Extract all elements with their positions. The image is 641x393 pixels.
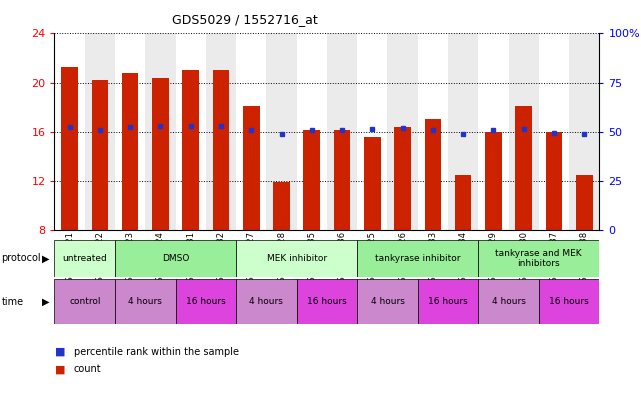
Text: tankyrase inhibitor: tankyrase inhibitor xyxy=(375,254,460,263)
Bar xyxy=(115,240,236,277)
Text: ▶: ▶ xyxy=(42,297,50,307)
Bar xyxy=(54,240,115,277)
Text: ■: ■ xyxy=(54,347,65,357)
Text: count: count xyxy=(74,364,101,375)
Bar xyxy=(115,33,146,230)
Bar xyxy=(303,130,320,230)
Text: 16 hours: 16 hours xyxy=(549,297,589,306)
Text: 4 hours: 4 hours xyxy=(370,297,404,306)
Bar xyxy=(387,33,418,230)
Bar xyxy=(357,279,418,324)
Bar xyxy=(576,174,592,230)
Bar xyxy=(183,70,199,230)
Bar xyxy=(236,240,357,277)
Bar xyxy=(478,33,508,230)
Bar xyxy=(115,279,176,324)
Text: 4 hours: 4 hours xyxy=(492,297,526,306)
Bar xyxy=(54,279,115,324)
Text: percentile rank within the sample: percentile rank within the sample xyxy=(74,347,238,357)
Text: protocol: protocol xyxy=(1,253,41,263)
Bar xyxy=(478,240,599,277)
Text: 16 hours: 16 hours xyxy=(186,297,226,306)
Bar xyxy=(357,33,387,230)
Text: DMSO: DMSO xyxy=(162,254,189,263)
Bar xyxy=(122,73,138,230)
Text: 16 hours: 16 hours xyxy=(307,297,347,306)
Bar xyxy=(418,279,478,324)
Bar xyxy=(236,33,267,230)
Bar xyxy=(213,70,229,230)
Bar xyxy=(62,66,78,230)
Bar xyxy=(569,33,599,230)
Text: 4 hours: 4 hours xyxy=(249,297,283,306)
Bar xyxy=(357,240,478,277)
Bar xyxy=(297,279,357,324)
Text: ■: ■ xyxy=(54,364,65,375)
Bar xyxy=(54,33,85,230)
Bar xyxy=(334,130,351,230)
Text: time: time xyxy=(1,297,24,307)
Text: 4 hours: 4 hours xyxy=(128,297,162,306)
Bar xyxy=(92,80,108,230)
Bar xyxy=(539,279,599,324)
Text: GDS5029 / 1552716_at: GDS5029 / 1552716_at xyxy=(172,13,318,26)
Bar xyxy=(236,279,297,324)
Text: 16 hours: 16 hours xyxy=(428,297,468,306)
Bar xyxy=(364,136,381,230)
Bar xyxy=(152,77,169,230)
Bar xyxy=(297,33,327,230)
Bar xyxy=(176,279,236,324)
Bar xyxy=(545,132,562,230)
Bar xyxy=(418,33,448,230)
Bar xyxy=(327,33,357,230)
Bar xyxy=(455,174,471,230)
Bar xyxy=(539,33,569,230)
Bar xyxy=(267,33,297,230)
Bar xyxy=(394,127,411,230)
Bar xyxy=(478,279,539,324)
Bar xyxy=(206,33,236,230)
Text: control: control xyxy=(69,297,101,306)
Bar xyxy=(85,33,115,230)
Bar xyxy=(485,132,502,230)
Bar xyxy=(515,106,532,230)
Bar xyxy=(176,33,206,230)
Bar xyxy=(448,33,478,230)
Text: untreated: untreated xyxy=(62,254,107,263)
Bar xyxy=(424,119,441,230)
Text: tankyrase and MEK
inhibitors: tankyrase and MEK inhibitors xyxy=(495,249,582,268)
Bar xyxy=(508,33,539,230)
Text: MEK inhibitor: MEK inhibitor xyxy=(267,254,327,263)
Bar xyxy=(243,106,260,230)
Text: ▶: ▶ xyxy=(42,253,50,263)
Bar xyxy=(273,182,290,230)
Bar xyxy=(146,33,176,230)
